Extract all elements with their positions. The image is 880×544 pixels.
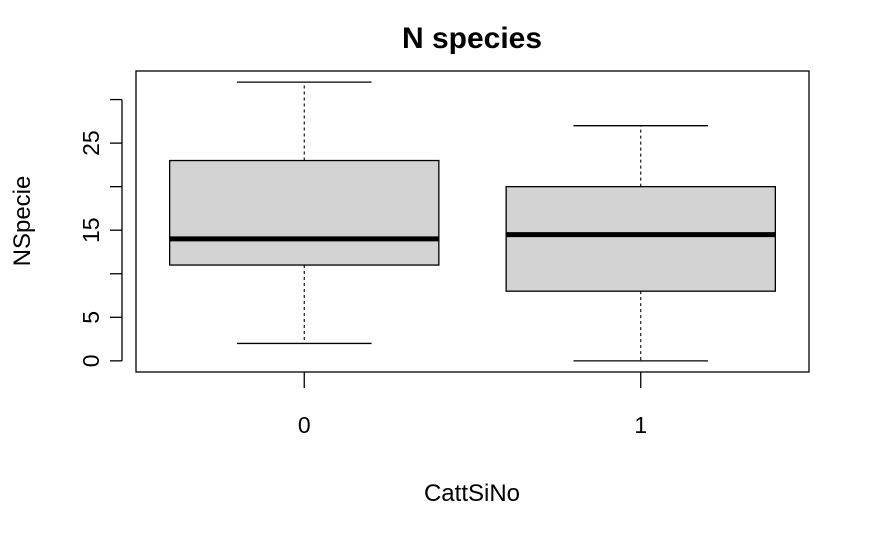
x-axis-label: CattSiNo <box>424 480 520 507</box>
y-tick-label-15: 15 <box>78 217 104 243</box>
box-0 <box>168 81 440 345</box>
box-1 <box>505 125 777 362</box>
y-tick-label-25: 25 <box>78 130 104 156</box>
box-iqr <box>505 186 777 292</box>
y-tick-label-5: 5 <box>78 311 104 324</box>
y-axis: 0 5 15 25 <box>78 98 123 367</box>
plot-frame <box>135 70 810 373</box>
chart-title: N species <box>402 22 542 55</box>
x-tick-label-1: 1 <box>634 412 647 438</box>
y-tick-label-0: 0 <box>78 354 104 367</box>
box-iqr <box>168 159 440 266</box>
boxes-group <box>168 81 777 362</box>
x-tick-label-0: 0 <box>298 412 311 438</box>
y-axis-label: NSpecie <box>9 176 36 267</box>
